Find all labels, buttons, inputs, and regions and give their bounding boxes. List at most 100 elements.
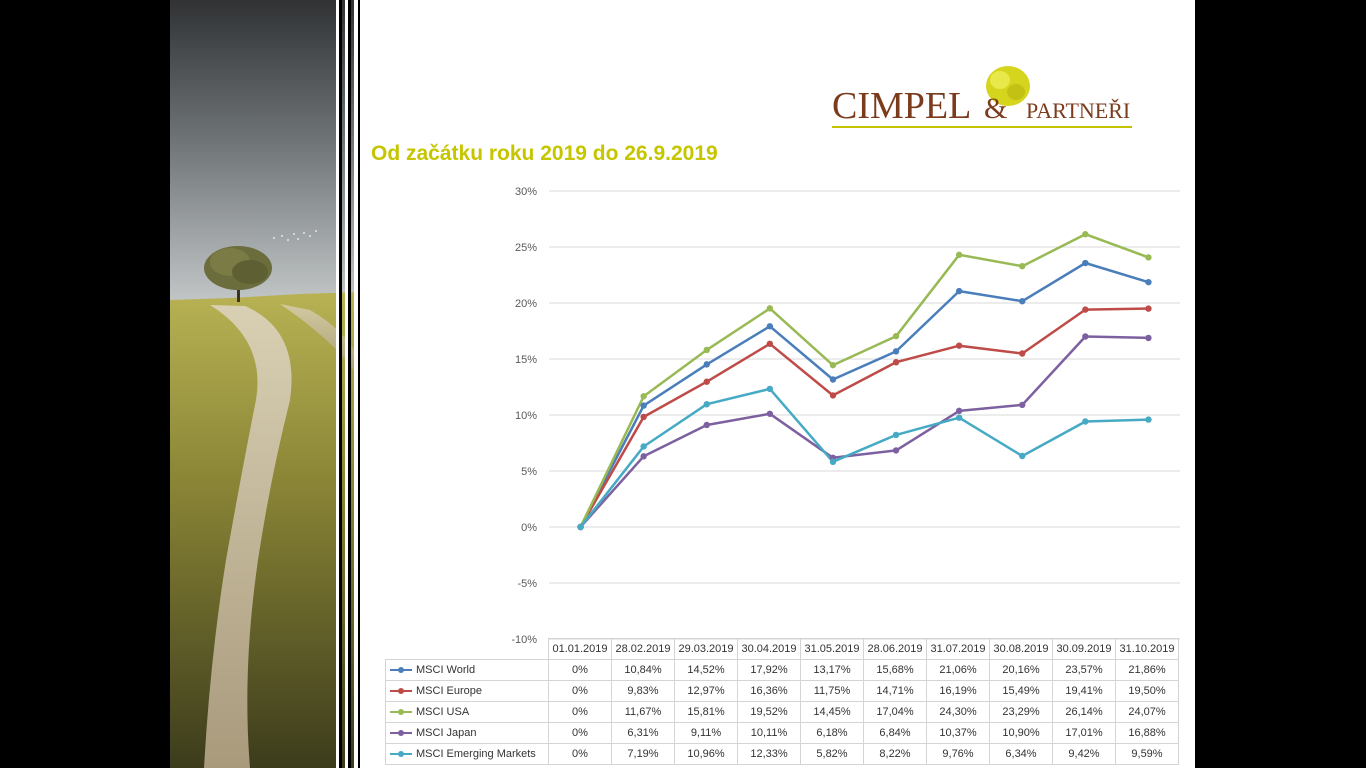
data-point — [955, 342, 963, 349]
data-label: 26,14% — [1052, 701, 1116, 723]
data-point — [1082, 418, 1089, 425]
data-point — [1145, 305, 1152, 312]
x-tick-label: 30.08.2019 — [989, 638, 1053, 660]
legend-entry: MSCI USA — [385, 701, 549, 723]
data-point — [703, 361, 710, 368]
y-tick-label: 10% — [515, 410, 537, 422]
data-label: 15,49% — [989, 680, 1053, 702]
data-label: 9,59% — [1115, 743, 1179, 765]
legend-label: MSCI Japan — [416, 727, 477, 739]
x-tick-label: 30.04.2019 — [737, 638, 801, 660]
data-label: 10,11% — [737, 722, 801, 744]
legend-key-icon — [390, 686, 412, 696]
data-label: 7,19% — [611, 743, 675, 765]
data-point — [955, 251, 963, 259]
y-tick-label: 5% — [521, 466, 537, 478]
line-chart: 30% 25% 20% 15% 10% 5% 0% -5% -10% — [511, 186, 1180, 646]
data-point — [1145, 334, 1152, 342]
data-point — [829, 458, 837, 466]
x-tick-label: 31.05.2019 — [800, 638, 864, 660]
data-point — [1082, 306, 1089, 313]
legend-key-icon — [390, 728, 412, 738]
data-label: 0% — [548, 659, 612, 681]
data-table: 01.01.2019 28.02.2019 29.03.2019 30.04.2019… — [385, 638, 1179, 765]
data-point — [766, 385, 774, 393]
data-label: 11,75% — [800, 680, 864, 702]
legend-entry: MSCI World — [385, 659, 549, 681]
data-label: 0% — [548, 680, 612, 702]
data-point — [1082, 231, 1089, 238]
data-point — [829, 376, 837, 383]
legend-key-icon — [390, 749, 412, 759]
data-point — [640, 453, 647, 460]
data-label: 5,82% — [800, 743, 864, 765]
data-label: 10,90% — [989, 722, 1053, 744]
data-label: 24,07% — [1115, 701, 1179, 723]
data-label: 13,17% — [800, 659, 864, 681]
data-point — [577, 523, 584, 531]
legend-entry: MSCI Emerging Markets — [385, 743, 549, 765]
series-line — [579, 261, 1149, 528]
series-line — [579, 387, 1149, 528]
y-tick-label: 0% — [521, 522, 537, 534]
data-point — [640, 413, 647, 421]
data-point — [766, 410, 774, 417]
landscape-photo — [170, 0, 360, 768]
data-point — [829, 361, 837, 369]
data-label: 16,36% — [737, 680, 801, 702]
data-point — [1145, 278, 1152, 286]
company-logo: CIMPEL & PARTNEŘI — [832, 66, 1132, 128]
data-label: 6,34% — [989, 743, 1053, 765]
data-point — [1019, 452, 1026, 460]
x-tick-label: 01.01.2019 — [548, 638, 612, 660]
data-label: 6,31% — [611, 722, 675, 744]
x-tick-label: 28.06.2019 — [863, 638, 927, 660]
data-point — [1019, 350, 1026, 357]
data-label: 12,97% — [674, 680, 738, 702]
table-row: MSCI USA 0% 11,67% 15,81% 19,52% 14,45% 17,04%… — [385, 701, 1179, 723]
data-point — [640, 443, 647, 450]
x-tick-label: 31.10.2019 — [1115, 638, 1179, 660]
data-point — [1082, 259, 1089, 267]
legend-entry: MSCI Japan — [385, 722, 549, 744]
table-row: MSCI Emerging Markets 0% 7,19% 10,96% 12,33%… — [385, 743, 1179, 765]
data-label: 16,19% — [926, 680, 990, 702]
data-label: 14,71% — [863, 680, 927, 702]
slide: CIMPEL & PARTNEŘI Od začátku roku 2019 d… — [170, 0, 1195, 768]
data-table-header: 01.01.2019 28.02.2019 29.03.2019 30.04.2019… — [386, 638, 1179, 660]
data-point — [703, 378, 710, 385]
y-tick-label: -5% — [517, 578, 537, 590]
data-label: 10,96% — [674, 743, 738, 765]
table-corner — [386, 639, 549, 660]
data-point — [703, 421, 710, 429]
legend-label: MSCI Europe — [416, 685, 483, 697]
x-tick-label: 29.03.2019 — [674, 638, 738, 660]
data-label: 11,67% — [611, 701, 675, 723]
data-point — [892, 348, 900, 355]
data-point — [766, 323, 774, 330]
data-label: 19,52% — [737, 701, 801, 723]
legend-label: MSCI USA — [416, 706, 470, 718]
data-label: 6,18% — [800, 722, 864, 744]
logo-name: CIMPEL — [832, 85, 971, 127]
y-tick-label: 25% — [515, 242, 537, 254]
data-label: 9,76% — [926, 743, 990, 765]
logo-suffix: PARTNEŘI — [1026, 98, 1130, 123]
x-tick-label: 31.07.2019 — [926, 638, 990, 660]
data-point — [892, 332, 900, 340]
data-point — [829, 392, 837, 399]
logo-leaf-icon — [986, 66, 1030, 106]
data-label: 16,88% — [1115, 722, 1179, 744]
data-point — [892, 447, 900, 454]
data-label: 12,33% — [737, 743, 801, 765]
data-label: 17,01% — [1052, 722, 1116, 744]
data-label: 15,68% — [863, 659, 927, 681]
data-label: 9,42% — [1052, 743, 1116, 765]
chart-title: Od začátku roku 2019 do 26.9.2019 — [371, 142, 718, 165]
data-label: 23,57% — [1052, 659, 1116, 681]
data-label: 19,41% — [1052, 680, 1116, 702]
y-tick-label: -10% — [511, 634, 537, 646]
data-point — [1019, 401, 1026, 409]
data-point — [1145, 416, 1152, 423]
data-point — [1082, 333, 1089, 340]
